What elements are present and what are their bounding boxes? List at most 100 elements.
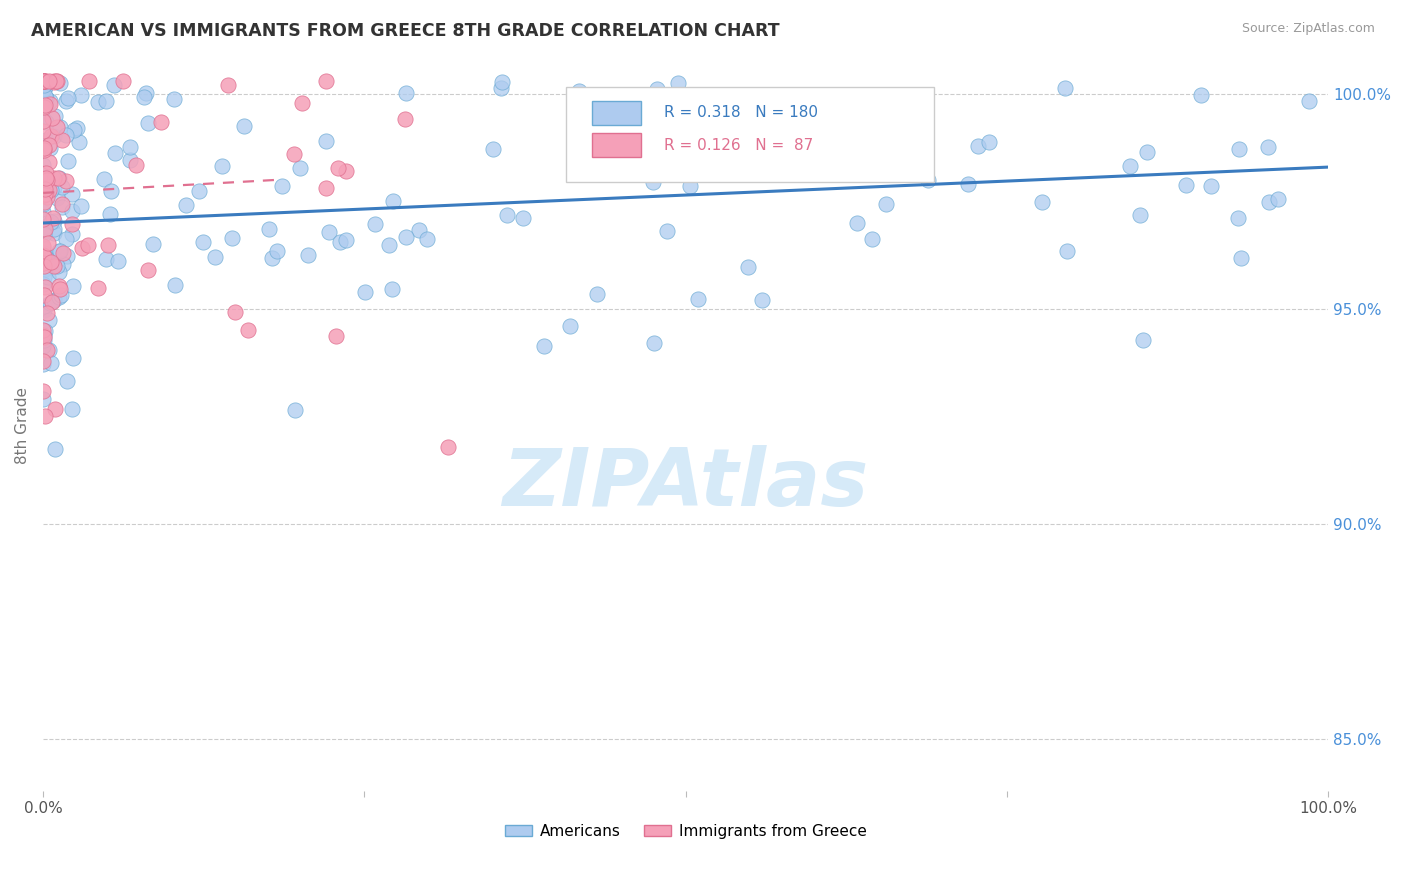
Point bbox=[558, 319, 581, 334]
Point bbox=[512, 211, 534, 225]
Legend: Americans, Immigrants from Greece: Americans, Immigrants from Greece bbox=[499, 818, 873, 845]
Point bbox=[136, 116, 159, 130]
Point bbox=[35, 172, 58, 186]
Point bbox=[1129, 209, 1152, 223]
Point bbox=[574, 95, 596, 109]
Point bbox=[645, 82, 668, 96]
Point bbox=[408, 223, 430, 237]
Point bbox=[32, 277, 55, 291]
Point bbox=[586, 286, 609, 301]
Point bbox=[657, 224, 679, 238]
Point bbox=[34, 80, 56, 95]
Y-axis label: 8th Grade: 8th Grade bbox=[15, 386, 30, 464]
Point bbox=[315, 135, 337, 149]
Point bbox=[315, 181, 337, 195]
Point bbox=[381, 282, 404, 296]
Point bbox=[217, 78, 239, 93]
Point bbox=[32, 330, 55, 344]
Point bbox=[62, 278, 84, 293]
Point bbox=[125, 158, 148, 172]
Point bbox=[1132, 333, 1154, 347]
Point bbox=[48, 265, 70, 279]
Point bbox=[641, 175, 664, 189]
Point bbox=[211, 160, 233, 174]
Point bbox=[35, 170, 58, 185]
Point bbox=[136, 263, 159, 277]
Point bbox=[51, 180, 73, 194]
Point bbox=[44, 109, 66, 123]
Point bbox=[32, 248, 55, 262]
Point bbox=[32, 357, 55, 371]
Point bbox=[42, 222, 65, 236]
Point bbox=[823, 140, 845, 154]
Point bbox=[395, 229, 418, 244]
Point bbox=[666, 77, 689, 91]
Point bbox=[52, 257, 75, 271]
Point bbox=[34, 74, 56, 88]
Point bbox=[100, 184, 122, 198]
Point bbox=[45, 74, 67, 88]
Point bbox=[283, 147, 305, 161]
Point bbox=[204, 250, 226, 264]
Point bbox=[32, 212, 55, 227]
Point bbox=[394, 112, 416, 127]
Point bbox=[32, 269, 55, 284]
Point bbox=[66, 120, 89, 135]
Point bbox=[32, 302, 55, 317]
Point bbox=[55, 94, 77, 108]
Point bbox=[967, 139, 990, 153]
Point bbox=[132, 90, 155, 104]
Point bbox=[39, 97, 62, 112]
Point bbox=[32, 288, 55, 302]
Point bbox=[142, 237, 165, 252]
Point bbox=[48, 290, 70, 304]
Point bbox=[32, 196, 55, 211]
Point bbox=[34, 114, 56, 128]
Point bbox=[381, 194, 404, 208]
Point bbox=[34, 166, 56, 180]
Point bbox=[60, 204, 83, 219]
Point bbox=[98, 206, 121, 220]
Point bbox=[60, 227, 83, 242]
Point bbox=[62, 187, 84, 202]
Point bbox=[416, 232, 439, 246]
Point bbox=[70, 198, 93, 212]
Point bbox=[49, 244, 72, 258]
Point bbox=[845, 216, 868, 230]
Point bbox=[48, 279, 70, 293]
Text: R = 0.126   N =  87: R = 0.126 N = 87 bbox=[664, 137, 813, 153]
Point bbox=[1119, 159, 1142, 173]
Point bbox=[32, 329, 55, 343]
Point bbox=[46, 191, 69, 205]
Point bbox=[491, 75, 513, 89]
Point bbox=[55, 128, 77, 142]
Point bbox=[613, 145, 636, 159]
Point bbox=[44, 180, 66, 194]
Point bbox=[60, 218, 83, 232]
Point bbox=[39, 295, 62, 310]
Point bbox=[49, 282, 72, 296]
Point bbox=[32, 328, 55, 343]
Point bbox=[51, 133, 73, 147]
Point bbox=[55, 232, 77, 246]
Point bbox=[32, 144, 55, 158]
Point bbox=[259, 222, 281, 236]
Point bbox=[34, 280, 56, 294]
Point bbox=[977, 135, 1000, 149]
Point bbox=[875, 197, 897, 211]
Point bbox=[262, 251, 284, 265]
Point bbox=[44, 171, 66, 186]
Point bbox=[37, 235, 59, 250]
Point bbox=[32, 353, 55, 368]
Point bbox=[32, 124, 55, 138]
Point bbox=[35, 343, 58, 358]
Point bbox=[38, 313, 60, 327]
Point bbox=[34, 74, 56, 88]
Point bbox=[395, 86, 418, 100]
Point bbox=[35, 216, 58, 230]
Point bbox=[38, 141, 60, 155]
Point bbox=[163, 92, 186, 106]
Point bbox=[34, 324, 56, 338]
Point bbox=[35, 219, 58, 234]
Point bbox=[107, 254, 129, 268]
